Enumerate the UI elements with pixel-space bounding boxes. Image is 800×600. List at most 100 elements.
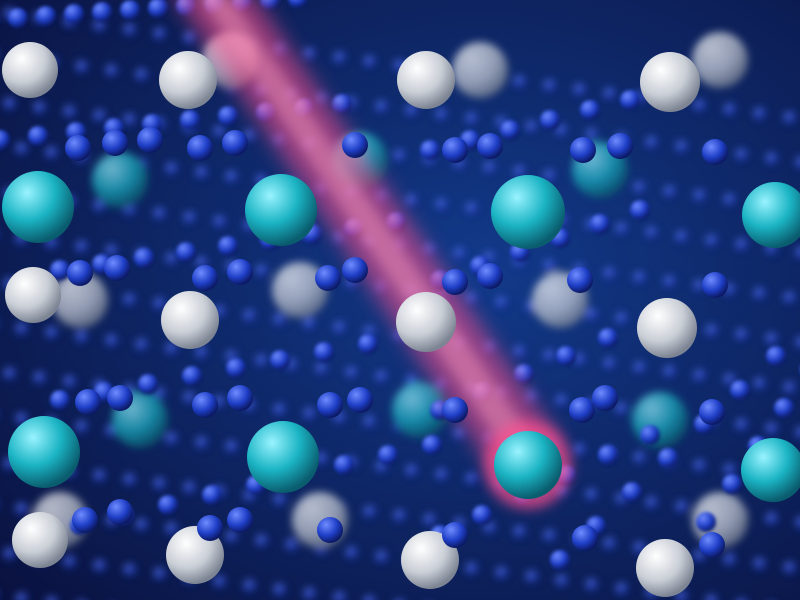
atom-large <box>247 421 319 493</box>
atom-far <box>363 595 377 600</box>
atom-small-near <box>442 269 468 295</box>
atom-small-near <box>222 130 248 156</box>
atom-far <box>63 375 77 389</box>
atom-far <box>45 596 59 600</box>
atom-small-near <box>442 522 468 548</box>
atom-far <box>183 31 197 45</box>
atom-far <box>225 170 239 184</box>
atom-far <box>555 394 569 408</box>
atom-far <box>735 238 749 252</box>
atom-far <box>513 345 527 359</box>
atom-far <box>135 338 149 352</box>
atom-small <box>226 358 246 378</box>
atom-far <box>603 537 617 551</box>
atom-small <box>766 346 786 366</box>
atom-small-near <box>197 515 223 541</box>
atom-far <box>585 308 599 322</box>
atom-far <box>135 518 149 532</box>
atom-small <box>180 110 200 130</box>
atom-large <box>2 42 58 98</box>
atom-far <box>615 582 629 596</box>
atom-small-near <box>477 133 503 159</box>
atom-far <box>483 161 497 175</box>
atom-far <box>123 113 137 127</box>
atom-far <box>795 156 800 170</box>
atom-far <box>513 525 527 539</box>
atom-small <box>730 380 750 400</box>
atom-far <box>765 512 779 526</box>
atom-far <box>735 148 749 162</box>
atom-small-near <box>102 130 128 156</box>
atom-far <box>603 267 617 281</box>
atom-far <box>213 215 227 229</box>
atom-far <box>795 426 800 440</box>
atom-large <box>396 292 456 352</box>
atom-far <box>783 561 797 575</box>
atom-far <box>255 264 269 278</box>
atom-small-near <box>699 532 725 558</box>
atom-far <box>405 194 419 208</box>
atom-small <box>64 4 84 24</box>
atom-far <box>675 500 689 514</box>
atom-small-near <box>192 265 218 291</box>
excited-atom <box>484 421 572 509</box>
atom-small <box>36 6 56 26</box>
atom-far <box>543 79 557 93</box>
atom-far <box>795 246 800 260</box>
atom-far <box>393 149 407 163</box>
atom-far <box>363 505 377 519</box>
atom-far <box>645 136 659 150</box>
atom-small-near <box>72 507 98 533</box>
atom-large <box>491 175 565 249</box>
atom-small <box>202 485 222 505</box>
atom-far <box>375 370 389 384</box>
atom-small-near <box>65 135 91 161</box>
atom-far-large <box>452 42 508 98</box>
atom-far <box>165 252 179 266</box>
atom-small <box>550 550 570 570</box>
atom-far <box>273 403 287 417</box>
atom-far <box>525 120 539 134</box>
atom-small-near <box>477 263 503 289</box>
atom-far <box>183 481 197 495</box>
atom-far <box>363 415 377 429</box>
atom-far <box>93 19 107 33</box>
atom-large <box>159 51 217 109</box>
atom-far <box>453 247 467 261</box>
atom-small <box>148 0 168 18</box>
atom-far <box>345 366 359 380</box>
atom-small-near <box>702 139 728 165</box>
atom-far <box>465 292 479 306</box>
atom-large <box>637 298 697 358</box>
atom-small <box>422 435 442 455</box>
atom-far <box>333 51 347 65</box>
atom-far-large <box>52 272 108 328</box>
atom-far <box>705 234 719 248</box>
atom-small-near <box>342 257 368 283</box>
atom-small-near <box>699 399 725 425</box>
atom-large <box>161 291 219 349</box>
laser-beam-core <box>201 0 540 465</box>
atom-far <box>435 468 449 482</box>
atom-far <box>15 592 29 600</box>
atom-far <box>303 587 317 600</box>
atom-far <box>573 353 587 367</box>
atom-far <box>693 189 707 203</box>
atom-far <box>273 583 287 597</box>
atom-small-near <box>315 265 341 291</box>
atom-large <box>397 51 455 109</box>
atom-far <box>573 83 587 97</box>
atom-far <box>783 381 797 395</box>
atom-far <box>273 313 287 327</box>
atom-far <box>75 330 89 344</box>
atom-far <box>33 101 47 115</box>
atom-far <box>753 107 767 121</box>
atom-far <box>153 297 167 311</box>
atom-small <box>500 120 520 140</box>
atom-far <box>15 142 29 156</box>
atom-far <box>723 553 737 567</box>
atom-far <box>585 488 599 502</box>
atom-far <box>423 513 437 527</box>
atom-far <box>753 557 767 571</box>
